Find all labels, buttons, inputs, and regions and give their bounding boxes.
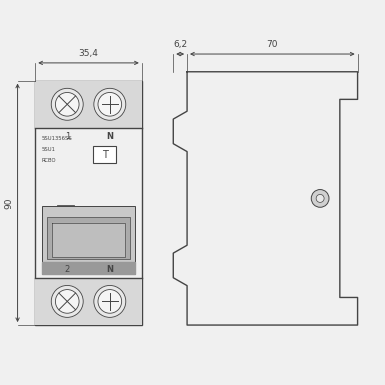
Text: 6,2: 6,2 [173, 40, 187, 49]
Circle shape [94, 88, 126, 120]
Text: RCBO: RCBO [41, 157, 56, 162]
Text: 35,4: 35,4 [79, 49, 99, 58]
Text: 5SU1356SS: 5SU1356SS [41, 136, 72, 141]
Bar [35, 278, 142, 325]
Text: N: N [106, 132, 113, 141]
Text: 5SU1: 5SU1 [41, 147, 55, 152]
Circle shape [311, 189, 329, 207]
Bar [57, 205, 74, 215]
Circle shape [94, 285, 126, 317]
Bar [35, 80, 142, 128]
Bar [47, 217, 130, 259]
Text: 1: 1 [65, 132, 70, 141]
Circle shape [51, 88, 83, 120]
Circle shape [98, 290, 122, 313]
Bar [35, 80, 142, 325]
Text: 90: 90 [5, 197, 13, 209]
Circle shape [316, 194, 324, 203]
Circle shape [55, 92, 79, 116]
Polygon shape [42, 261, 135, 274]
Polygon shape [173, 72, 358, 325]
Circle shape [55, 290, 79, 313]
Circle shape [51, 285, 83, 317]
Text: 2: 2 [65, 265, 70, 274]
Bar [93, 146, 116, 163]
Bar [42, 206, 135, 274]
Circle shape [98, 92, 122, 116]
Polygon shape [52, 223, 125, 257]
Text: N: N [106, 265, 113, 274]
Text: T: T [102, 149, 107, 159]
Text: 70: 70 [266, 40, 278, 49]
